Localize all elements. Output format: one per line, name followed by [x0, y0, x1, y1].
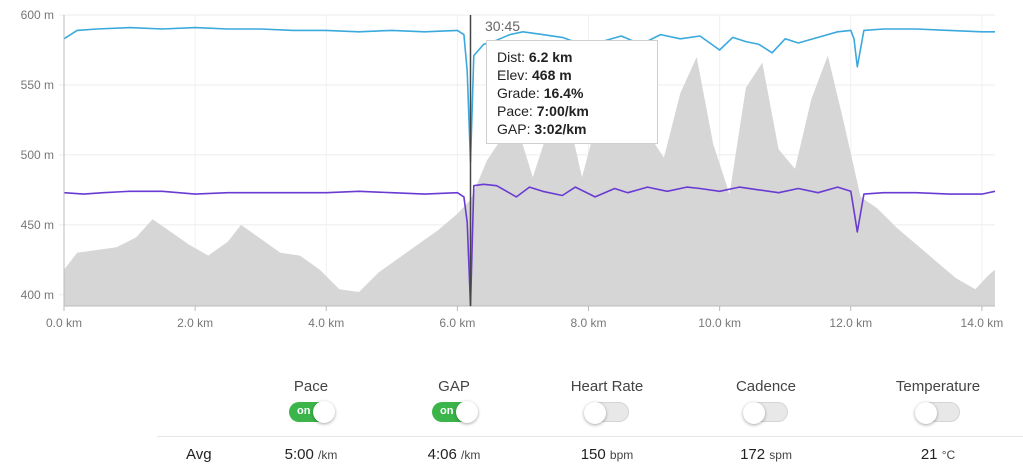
elevation-area-group [64, 55, 995, 306]
y-tick-label: 550 m [21, 78, 54, 92]
hover-tooltip: Dist: 6.2 km Elev: 468 m Grade: 16.4% Pa… [486, 40, 658, 144]
cursor-time-label: 30:45 [485, 18, 521, 34]
avg-temperature-unit: °C [941, 448, 956, 462]
tooltip-pace-label: Pace: [497, 103, 533, 119]
pace-toggle[interactable]: on [289, 401, 335, 423]
avg-pace-stat: 5:00 /km [241, 446, 381, 463]
tooltip-dist-label: Dist: [497, 49, 525, 65]
pace-toggle-on-text: on [297, 405, 311, 417]
x-tick-label: 12.0 km [829, 316, 872, 330]
chart-canvas[interactable]: 600 m 550 m 500 m 450 m 400 m 0.0 km 2.0 km 4.0… [0, 0, 1023, 335]
cadence-control: Cadence [696, 378, 836, 427]
avg-heart-rate-value: 150 [580, 446, 606, 463]
gap-control: GAP on [384, 378, 524, 427]
temperature-toggle[interactable] [915, 402, 960, 424]
avg-heart-rate-unit: bpm [609, 448, 634, 462]
tooltip-elev-row: Elev: 468 m [497, 66, 647, 84]
tooltip-dist-row: Dist: 6.2 km [497, 48, 647, 66]
avg-stats-row: Avg 5:00 /km 4:06 /km 150 bpm 172 spm 21… [0, 446, 1023, 472]
tooltip-gap-value: 3:02/km [534, 121, 587, 137]
temperature-control: Temperature [868, 378, 1008, 427]
heart-rate-control: Heart Rate [537, 378, 677, 427]
stats-divider [157, 436, 1023, 437]
gap-toggle-label: GAP [438, 378, 470, 395]
tooltip-gap-label: GAP: [497, 121, 531, 137]
x-tick-label: 2.0 km [177, 316, 213, 330]
tooltip-pace-value: 7:00/km [536, 103, 589, 119]
x-tick-label: 8.0 km [570, 316, 606, 330]
avg-pace-value: 5:00 [284, 446, 314, 463]
toggle-knob [456, 401, 478, 423]
avg-pace-unit: /km [318, 448, 338, 462]
cadence-toggle[interactable] [743, 402, 788, 424]
tooltip-dist-value: 6.2 km [528, 49, 573, 65]
toggle-knob [915, 402, 937, 424]
tooltip-elev-label: Elev: [497, 67, 529, 83]
avg-temperature-stat: 21 °C [868, 446, 1008, 463]
heart-rate-toggle[interactable] [584, 402, 629, 424]
x-tick-label: 14.0 km [961, 316, 1004, 330]
y-tick-label: 450 m [21, 218, 54, 232]
gap-toggle-on-text: on [440, 405, 454, 417]
avg-heart-rate-stat: 150 bpm [537, 446, 677, 463]
pace-control: Pace on [241, 378, 381, 427]
x-tick-label: 6.0 km [439, 316, 475, 330]
pace-toggle-label: Pace [293, 378, 329, 395]
gap-toggle[interactable]: on [432, 401, 478, 423]
x-tick-label: 4.0 km [308, 316, 344, 330]
toggle-knob [743, 402, 765, 424]
tooltip-grade-value: 16.4% [543, 85, 584, 101]
avg-gap-stat: 4:06 /km [384, 446, 524, 463]
avg-cadence-unit: spm [769, 448, 792, 462]
avg-row-label: Avg [186, 446, 212, 463]
series-toggle-panel: Pace on GAP on Heart Rate Cadence Temper… [0, 378, 1023, 438]
tooltip-elev-value: 468 m [532, 67, 572, 83]
avg-gap-unit: /km [461, 448, 481, 462]
avg-cadence-value: 172 [740, 446, 766, 463]
tooltip-grade-row: Grade: 16.4% [497, 84, 647, 102]
tooltip-gap-row: GAP: 3:02/km [497, 120, 647, 138]
x-tick-label: 10.0 km [698, 316, 741, 330]
avg-temperature-value: 21 [920, 446, 938, 463]
heart-rate-toggle-label: Heart Rate [570, 378, 644, 395]
x-tick-label: 0.0 km [46, 316, 82, 330]
avg-cadence-stat: 172 spm [696, 446, 836, 463]
gap-line [63, 183, 996, 307]
y-tick-label: 600 m [21, 8, 54, 22]
toggle-knob [313, 401, 335, 423]
cadence-toggle-label: Cadence [735, 378, 797, 395]
tooltip-grade-label: Grade: [497, 85, 540, 101]
temperature-toggle-label: Temperature [895, 378, 981, 395]
toggle-knob [584, 402, 606, 424]
y-tick-label: 500 m [21, 148, 54, 162]
elevation-area [64, 55, 995, 306]
tooltip-pace-row: Pace: 7:00/km [497, 102, 647, 120]
avg-gap-value: 4:06 [427, 446, 457, 463]
chart-axes: 600 m 550 m 500 m 450 m 400 m 0.0 km 2.0 km 4.0… [21, 8, 1004, 330]
y-tick-label: 400 m [21, 288, 54, 302]
elevation-chart[interactable]: 600 m 550 m 500 m 450 m 400 m 0.0 km 2.0 km 4.0… [0, 0, 1023, 335]
